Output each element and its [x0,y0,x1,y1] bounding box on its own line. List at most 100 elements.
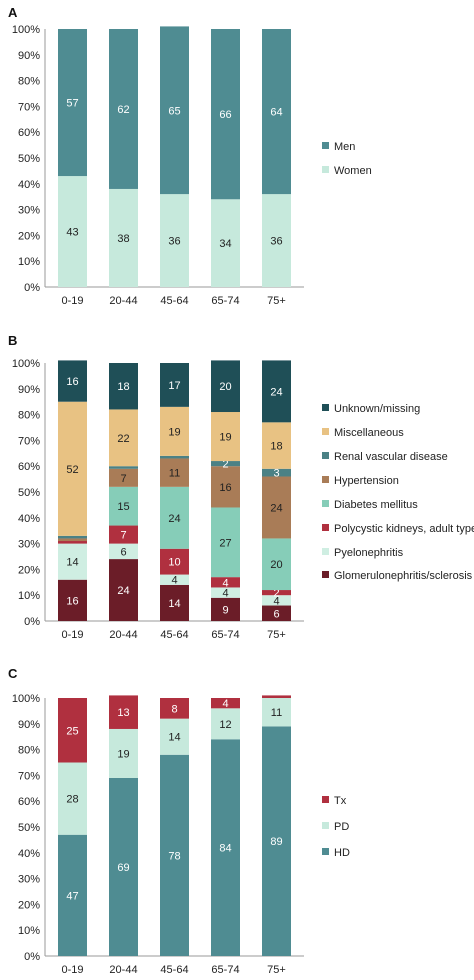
bar-segment [262,595,291,606]
data-label: 7 [120,473,126,485]
data-label: 38 [117,233,129,245]
bar-segment [58,698,87,763]
bar-segment [160,26,189,195]
legend-swatch [322,524,329,531]
data-label: 69 [117,862,129,874]
legend-label: Polycystic kidneys, adult type [334,523,474,535]
data-label: 36 [168,236,180,248]
bar-segment [109,29,138,189]
bar-segment [262,29,291,195]
data-label: 25 [66,725,78,737]
data-label: 4 [222,588,228,600]
data-label: 20 [270,559,282,571]
bar-segment [160,718,189,755]
x-tick-label: 65-74 [211,629,239,641]
legend-label: HD [334,847,350,859]
bar-segment [262,605,291,621]
y-tick-label: 0% [24,282,40,294]
data-label: 19 [219,432,231,444]
bar-segment [109,466,138,469]
y-tick-label: 100% [12,358,40,370]
bar-segment [262,538,291,591]
data-label: 16 [66,376,78,388]
x-tick-label: 20-44 [109,964,137,976]
bar-segment [262,360,291,423]
data-label: 52 [66,464,78,476]
data-label: 4 [222,577,228,589]
panel-letter: B [8,333,17,348]
data-label: 84 [219,843,231,855]
legend-label: Pyelonephritis [334,547,404,559]
legend-label: Renal vascular disease [334,451,448,463]
y-tick-label: 80% [18,745,40,757]
y-tick-label: 50% [18,153,40,165]
legend-swatch [322,404,329,411]
bar-segment [160,486,189,549]
data-label: 64 [270,107,282,119]
x-tick-label: 45-64 [160,964,188,976]
bar-segment [211,739,240,956]
data-label: 78 [168,850,180,862]
bar-segment [109,728,138,778]
data-label: 13 [117,707,129,719]
bar-segment [211,461,240,467]
data-label: 24 [117,585,129,597]
legend-swatch [322,571,329,578]
legend-swatch [322,500,329,507]
x-tick-label: 0-19 [61,629,83,641]
bar-segment [58,401,87,536]
legend-label: Women [334,165,372,177]
bar-segment [58,29,87,177]
legend-label: Men [334,141,355,153]
y-tick-label: 30% [18,874,40,886]
data-label: 4 [222,698,228,710]
bar-segment [211,507,240,578]
legend-swatch [322,822,329,829]
legend-label: Hypertension [334,475,399,487]
data-label: 24 [270,386,282,398]
y-tick-label: 80% [18,76,40,88]
bar-segment [109,559,138,621]
data-label: 16 [219,482,231,494]
data-label: 43 [66,227,78,239]
data-label: 57 [66,98,78,110]
bar-segment [109,543,138,560]
y-tick-label: 50% [18,822,40,834]
panel-letter: A [8,5,18,20]
y-tick-label: 40% [18,513,40,525]
bar-segment [109,363,138,410]
x-tick-label: 20-44 [109,295,137,307]
data-label: 8 [171,703,177,715]
data-label: 66 [219,109,231,121]
x-tick-label: 45-64 [160,295,188,307]
data-label: 18 [117,381,129,393]
data-label: 2 [273,588,279,600]
bar-segment [58,538,87,542]
bar-segment [211,412,240,462]
data-label: 36 [270,236,282,248]
bar-segment [262,476,291,539]
bar-segment [160,584,189,621]
y-tick-label: 70% [18,770,40,782]
y-tick-label: 60% [18,127,40,139]
data-label: 19 [117,748,129,760]
y-tick-label: 30% [18,539,40,551]
bar-segment [211,698,240,709]
legend-label: Glomerulonephritis/sclerosis [334,570,473,582]
x-tick-label: 75+ [267,295,286,307]
bar-segment [58,360,87,402]
data-label: 6 [120,546,126,558]
x-tick-label: 65-74 [211,295,239,307]
bar-segment [109,486,138,526]
y-tick-label: 50% [18,487,40,499]
data-label: 89 [270,836,282,848]
data-label: 20 [219,381,231,393]
data-label: 9 [222,604,228,616]
data-label: 27 [219,537,231,549]
y-tick-label: 60% [18,796,40,808]
bar-segment [262,590,291,596]
data-label: 15 [117,501,129,513]
legend-swatch [322,142,329,149]
